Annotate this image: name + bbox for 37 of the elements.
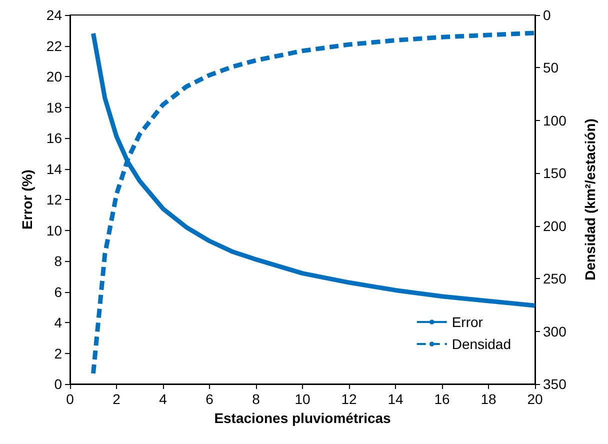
y2-tick-label: 0 xyxy=(543,7,551,23)
y-tick-label: 0 xyxy=(54,376,62,392)
y-tick-label: 14 xyxy=(46,160,62,177)
y2-tick-label: 250 xyxy=(543,270,567,287)
y-tick-label: 22 xyxy=(46,38,62,54)
y2-tick-label: 50 xyxy=(543,60,559,76)
y-tick-label: 12 xyxy=(46,192,62,208)
x-tick-label: 12 xyxy=(341,391,357,407)
x-tick-label: 18 xyxy=(480,391,496,407)
x-tick-label: 8 xyxy=(252,391,260,407)
x-tick-label: 4 xyxy=(159,391,168,407)
y-axis-title: Error (%) xyxy=(19,170,35,230)
x-tick-label: 16 xyxy=(434,391,450,407)
y-tick-label: 24 xyxy=(46,7,62,23)
x-tick-label: 0 xyxy=(66,391,74,407)
legend-label: Densidad xyxy=(452,336,512,352)
y2-axis-title: Densidad (km²/estación) xyxy=(582,118,598,280)
y2-tick-label: 150 xyxy=(543,165,567,182)
y-tick-label: 6 xyxy=(54,284,62,300)
y-tick-label: 10 xyxy=(46,222,62,238)
y-tick-label: 8 xyxy=(54,253,62,269)
y2-tick-label: 200 xyxy=(543,218,567,234)
x-tick-label: 2 xyxy=(112,391,121,407)
y-tick-label: 4 xyxy=(54,314,62,330)
x-tick-label: 14 xyxy=(388,391,404,407)
y2-tick-label: 300 xyxy=(543,323,567,340)
x-axis-title: Estaciones pluviométricas xyxy=(214,410,392,426)
y-tick-label: 18 xyxy=(46,99,62,116)
y-tick-label: 16 xyxy=(46,130,62,146)
y2-tick-label: 350 xyxy=(543,376,567,392)
y-tick-label: 20 xyxy=(46,68,62,84)
legend-label: Error xyxy=(452,314,484,330)
x-tick-label: 10 xyxy=(294,391,310,407)
y-tick-label: 2 xyxy=(54,345,62,362)
y2-tick-label: 100 xyxy=(543,112,567,128)
x-tick-label: 6 xyxy=(206,391,214,407)
x-tick-label: 20 xyxy=(527,391,543,407)
